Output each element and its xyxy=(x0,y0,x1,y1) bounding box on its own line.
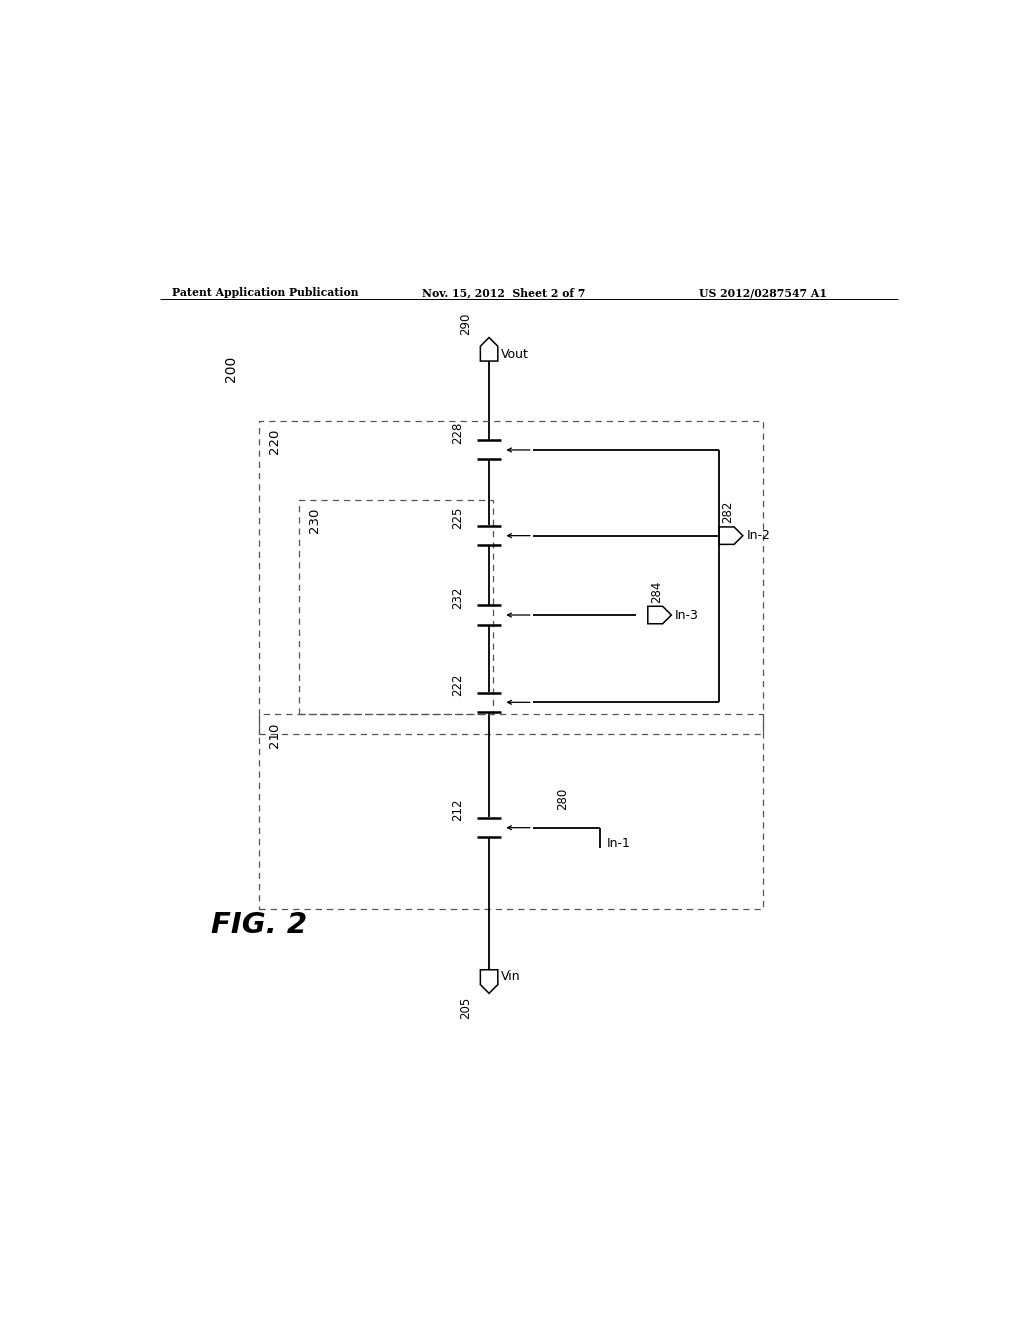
Text: 282: 282 xyxy=(722,502,734,524)
Text: Patent Application Publication: Patent Application Publication xyxy=(172,288,358,298)
Text: 232: 232 xyxy=(451,586,464,609)
Text: In-1: In-1 xyxy=(606,837,631,850)
Text: In-2: In-2 xyxy=(746,529,770,543)
Text: 220: 220 xyxy=(268,429,282,454)
Text: US 2012/0287547 A1: US 2012/0287547 A1 xyxy=(699,288,827,298)
Text: 222: 222 xyxy=(451,673,464,696)
Bar xyxy=(299,500,494,714)
Text: 290: 290 xyxy=(459,313,472,335)
Bar xyxy=(259,714,763,908)
Text: Vout: Vout xyxy=(502,347,529,360)
Text: Vin: Vin xyxy=(502,970,521,983)
Text: 205: 205 xyxy=(459,997,472,1019)
Text: In-3: In-3 xyxy=(675,609,698,622)
Text: 210: 210 xyxy=(268,722,282,747)
Text: 200: 200 xyxy=(224,356,239,381)
Text: 230: 230 xyxy=(308,508,322,533)
Polygon shape xyxy=(480,338,498,362)
Text: FIG. 2: FIG. 2 xyxy=(211,911,307,939)
Text: 280: 280 xyxy=(556,788,569,810)
Text: Nov. 15, 2012  Sheet 2 of 7: Nov. 15, 2012 Sheet 2 of 7 xyxy=(422,288,585,298)
Text: 225: 225 xyxy=(451,507,464,529)
Text: 284: 284 xyxy=(650,581,664,603)
Polygon shape xyxy=(480,970,498,994)
Text: 228: 228 xyxy=(451,421,464,444)
Polygon shape xyxy=(719,527,742,544)
Polygon shape xyxy=(648,606,672,624)
Text: 212: 212 xyxy=(451,799,464,821)
Bar xyxy=(259,421,763,734)
